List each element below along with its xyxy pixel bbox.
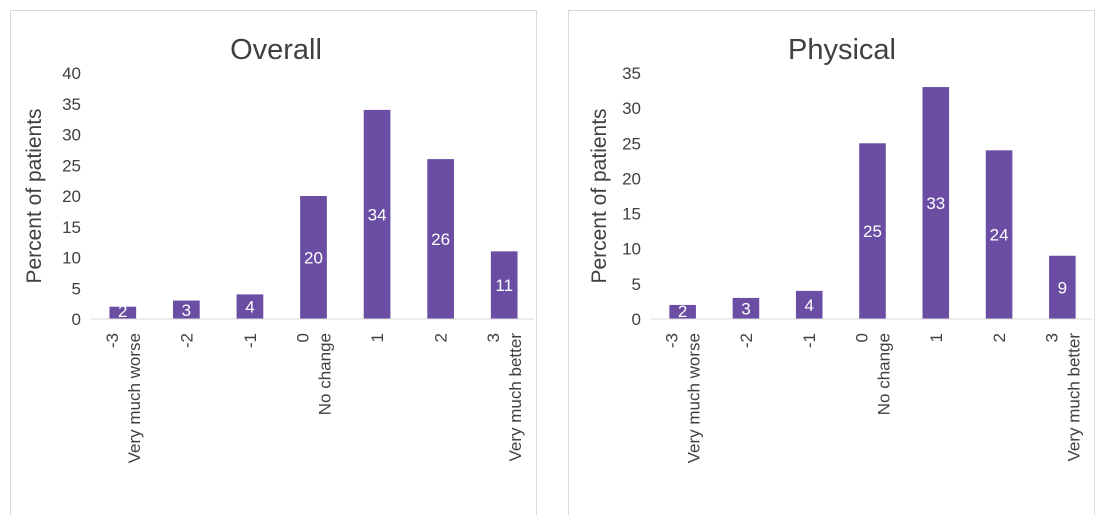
x-tick-label-line: Very much better: [1064, 333, 1083, 462]
x-tick-label: 0 No change: [853, 333, 894, 415]
y-tick-label: 20: [62, 187, 81, 206]
y-axis-label: Percent of patients: [588, 108, 611, 283]
x-tick-label-line: -2: [177, 333, 196, 348]
x-tick-label-line: -3: [103, 333, 122, 348]
bar: [236, 294, 264, 319]
data-label: 4: [245, 298, 254, 317]
x-tick-label: 2: [432, 333, 451, 342]
x-tick-label-line: No change: [316, 333, 335, 415]
data-label: 26: [431, 230, 450, 249]
bar: [427, 159, 454, 319]
x-tick-label: -1: [800, 333, 819, 348]
data-label: 11: [495, 276, 513, 295]
y-tick-label: 5: [72, 279, 81, 298]
y-tick-label: 0: [632, 310, 641, 329]
x-tick-label: 3 Very much better: [1042, 333, 1083, 462]
x-tick-label-line: 2: [990, 333, 1009, 342]
bar: [490, 251, 518, 319]
bar: [363, 109, 391, 320]
bar: [173, 300, 200, 319]
y-tick-label: 30: [62, 126, 81, 145]
data-label: 4: [804, 296, 813, 315]
y-tick-label: 20: [622, 169, 641, 188]
y-tick-label: 25: [62, 156, 81, 175]
physical-chart-panel: Physical Percent of patients 0 5 10 15 20 25 30 3…: [568, 10, 1095, 515]
y-tick-label: 35: [62, 95, 81, 114]
x-tick-label-line: -2: [737, 333, 756, 348]
y-tick-label: 25: [622, 134, 641, 153]
x-tick-label: -3 Very much worse: [103, 333, 144, 463]
data-label: 2: [118, 302, 127, 321]
bar: [109, 306, 137, 319]
x-tick-label-line: Very much worse: [125, 333, 144, 463]
x-tick-label-line: -3: [663, 333, 682, 348]
data-label: 33: [926, 194, 945, 213]
y-tick-label: 5: [632, 275, 641, 294]
bar: [669, 304, 696, 319]
y-tick-label: 10: [62, 249, 81, 268]
bar: [732, 297, 760, 319]
x-tick-label-line: 3: [484, 333, 503, 342]
data-label: 34: [368, 205, 387, 224]
x-tick-label: 3 Very much better: [484, 333, 525, 462]
y-tick-label: 0: [72, 310, 81, 329]
x-tick-label: 1: [927, 333, 946, 342]
overall-chart-panel: Overall Percent of patients 0 5 10 15 20 25 30 35…: [10, 10, 537, 515]
data-label: 20: [304, 249, 323, 268]
bar: [1049, 255, 1076, 319]
data-label: 3: [741, 299, 750, 318]
x-tick-label-line: 2: [432, 333, 451, 342]
bar: [795, 290, 823, 319]
y-tick-label: 30: [622, 99, 641, 118]
x-tick-label-line: Very much worse: [685, 333, 704, 463]
bar: [985, 150, 1013, 319]
x-tick-label-line: -1: [241, 333, 260, 348]
bar: [922, 87, 950, 319]
data-label: 9: [1058, 278, 1067, 297]
x-tick-label: -2: [737, 333, 756, 348]
data-label: 3: [182, 301, 191, 320]
x-tick-label-line: 0: [853, 333, 872, 342]
bar: [859, 143, 886, 319]
bar: [300, 196, 327, 319]
y-tick-label: 15: [62, 218, 81, 237]
data-label: 25: [863, 222, 882, 241]
x-tick-label: -3 Very much worse: [663, 333, 704, 463]
chart-title: Overall: [230, 34, 322, 66]
x-tick-label-line: 1: [927, 333, 946, 342]
x-tick-label: 0 No change: [294, 333, 335, 415]
y-tick-label: 40: [62, 64, 81, 83]
x-tick-label: 2: [990, 333, 1009, 342]
chart-title: Physical: [788, 34, 896, 66]
data-label: 24: [990, 226, 1009, 245]
y-tick-label: 35: [622, 64, 641, 83]
y-tick-label: 10: [622, 240, 641, 259]
x-tick-label: -2: [177, 333, 196, 348]
x-tick-label-line: 3: [1042, 333, 1061, 342]
x-tick-label: 1: [368, 333, 387, 342]
y-tick-label: 15: [622, 205, 641, 224]
x-tick-label-line: 1: [368, 333, 387, 342]
x-tick-label: -1: [241, 333, 260, 348]
x-tick-label-line: -1: [800, 333, 819, 348]
x-tick-label-line: Very much better: [506, 333, 525, 462]
x-tick-label-line: 0: [294, 333, 313, 342]
y-axis-label: Percent of patients: [23, 108, 46, 283]
data-label: 2: [678, 302, 687, 321]
x-tick-label-line: No change: [875, 333, 894, 415]
